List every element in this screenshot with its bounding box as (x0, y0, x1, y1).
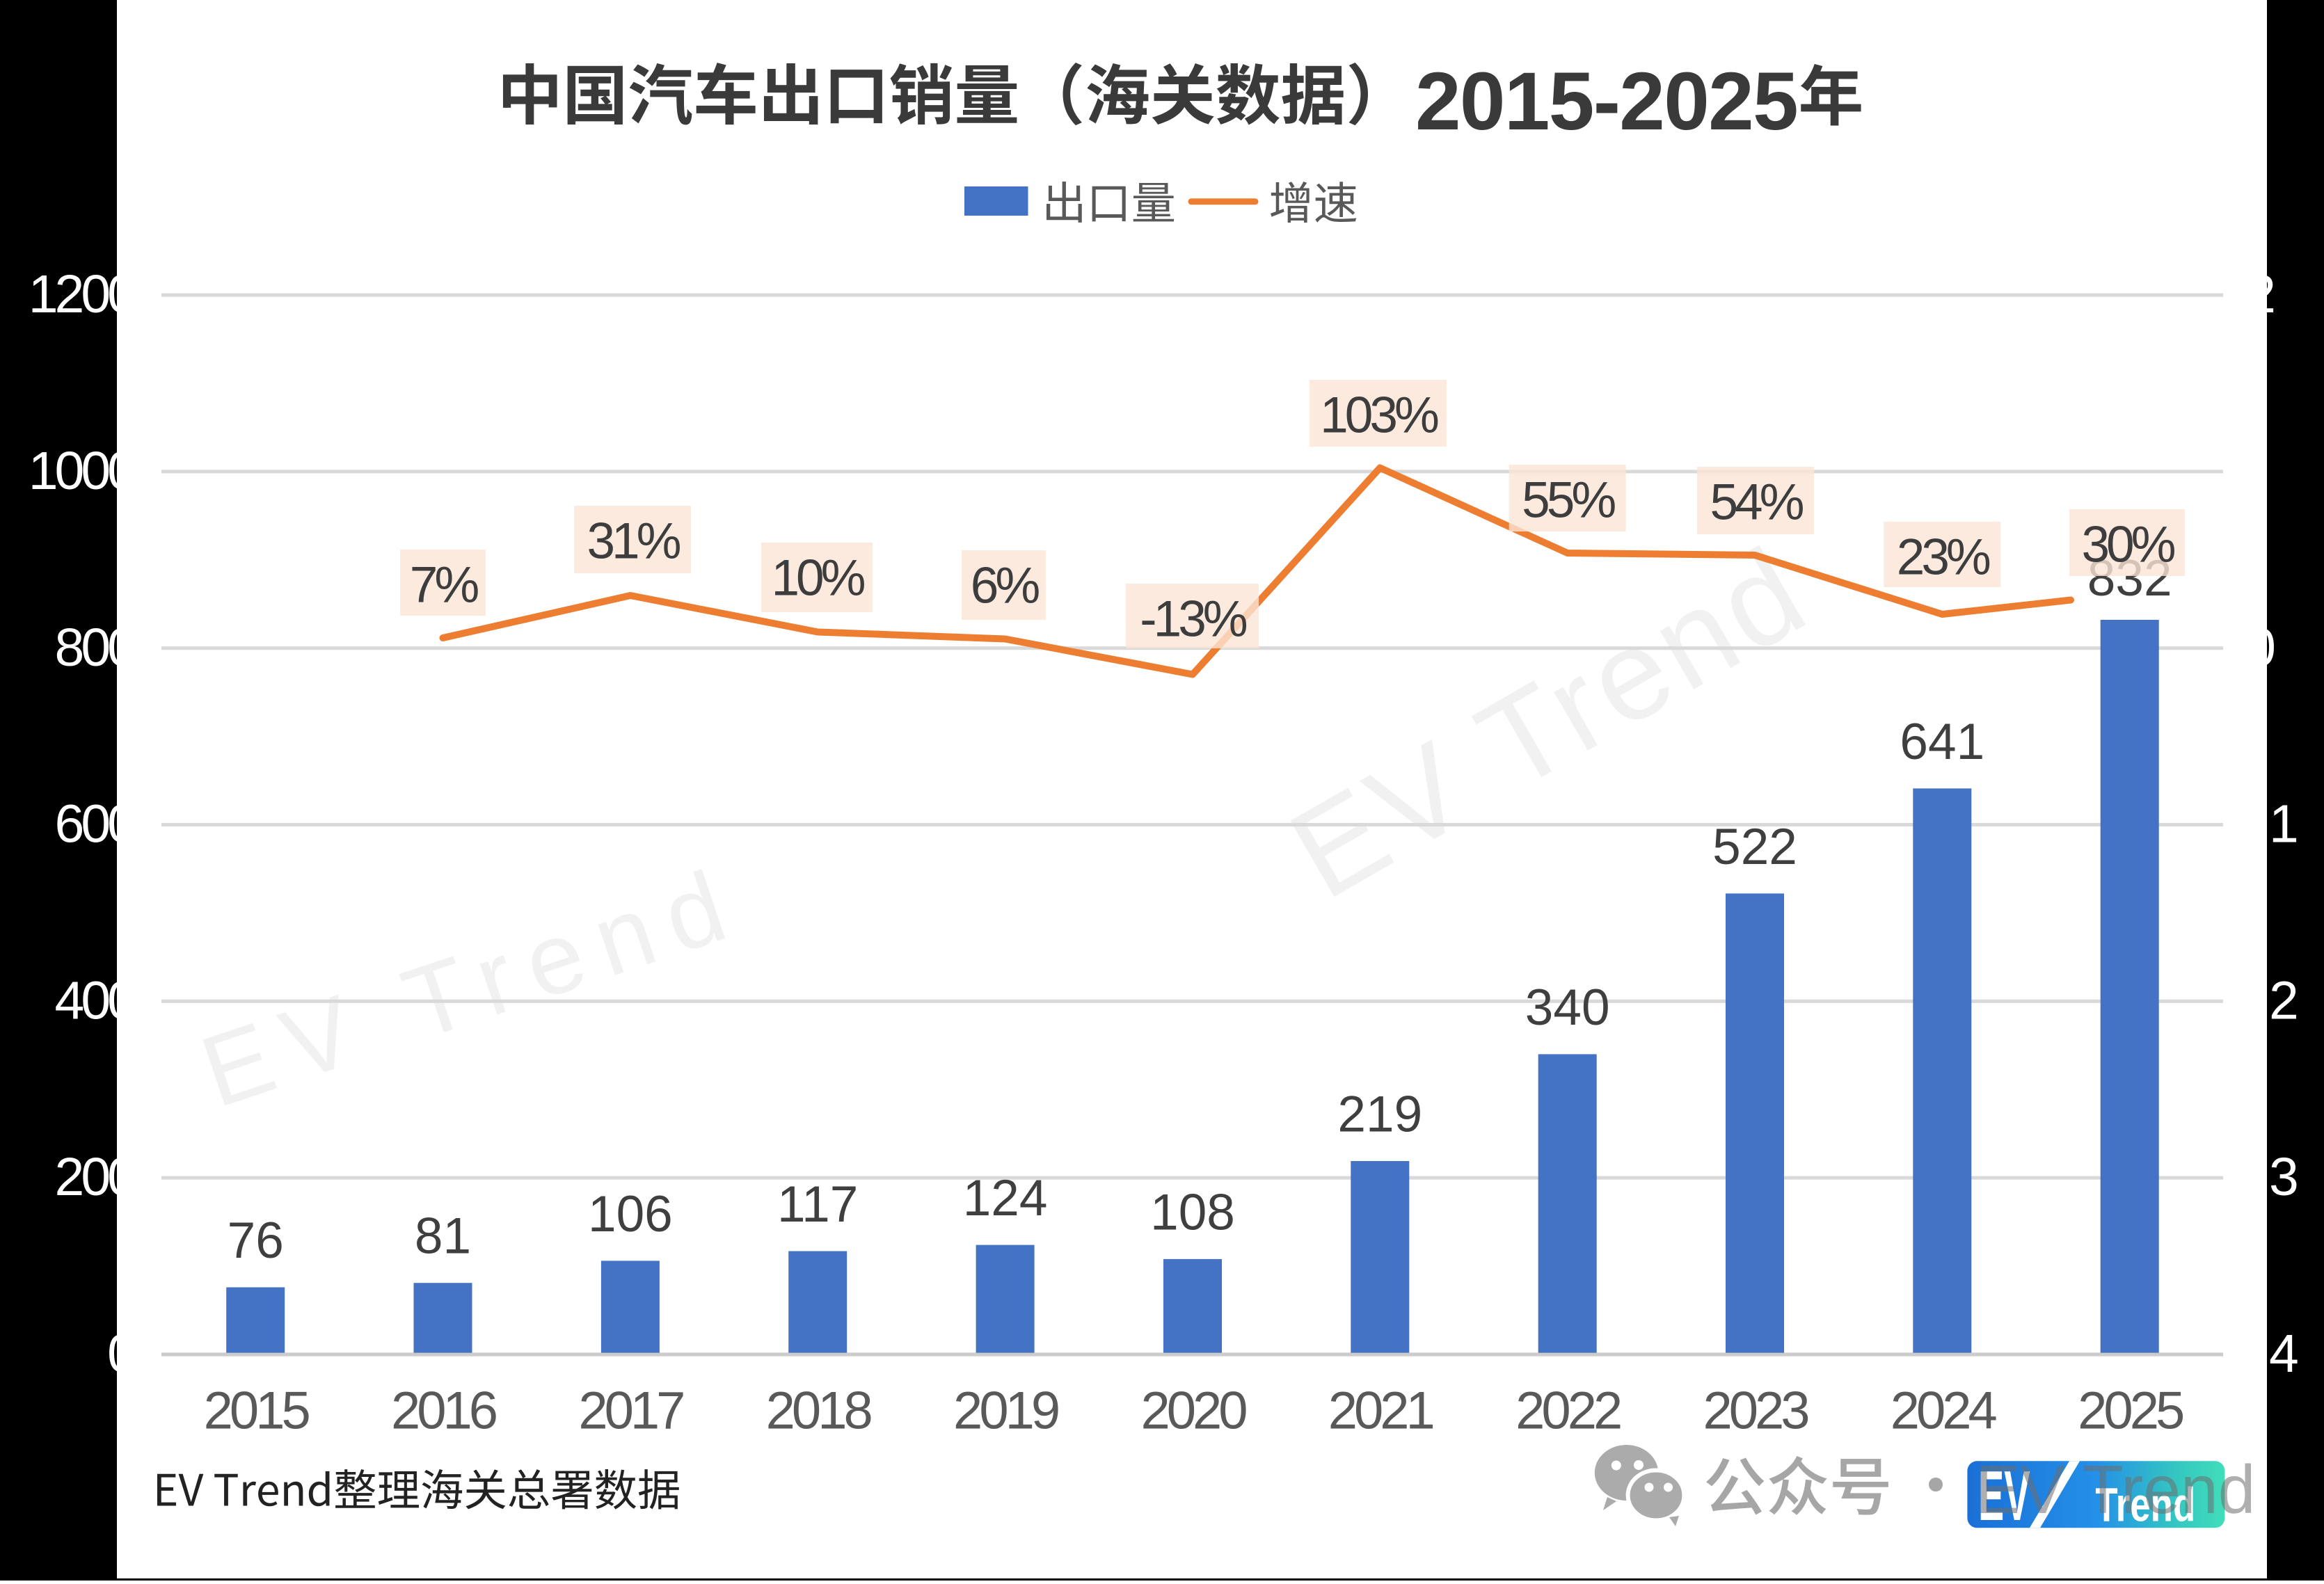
svg-text:3: 3 (2269, 1147, 2299, 1207)
svg-text:2017: 2017 (578, 1382, 683, 1441)
svg-text:2023: 2023 (1703, 1382, 1808, 1441)
svg-text:2018: 2018 (766, 1382, 871, 1441)
svg-text:641: 641 (1900, 714, 1984, 770)
svg-text:1000: 1000 (29, 441, 135, 501)
svg-text:340: 340 (1525, 979, 1610, 1036)
svg-text:81: 81 (415, 1208, 471, 1265)
svg-text:2022: 2022 (1515, 1382, 1621, 1441)
svg-text:4: 4 (2269, 1324, 2299, 1384)
svg-text:7%: 7% (410, 557, 479, 614)
svg-text:1200: 1200 (29, 264, 135, 324)
svg-text:522: 522 (1712, 819, 1797, 875)
svg-text:106: 106 (588, 1186, 673, 1242)
svg-text:0: 0 (2246, 618, 2276, 678)
svg-text:400: 400 (55, 970, 136, 1030)
svg-text:1: 1 (2269, 794, 2299, 854)
svg-text:2024: 2024 (1891, 1382, 1997, 1441)
svg-text:-13%: -13% (1140, 591, 1247, 648)
svg-text:30%: 30% (2081, 517, 2174, 573)
svg-text:103%: 103% (1320, 387, 1438, 444)
svg-text:2: 2 (2269, 970, 2299, 1030)
svg-text:2021: 2021 (1328, 1382, 1433, 1441)
svg-text:2020: 2020 (1140, 1382, 1246, 1441)
svg-text:55%: 55% (1522, 472, 1615, 529)
svg-text:2025: 2025 (2078, 1382, 2183, 1441)
svg-text:2015: 2015 (204, 1382, 310, 1441)
svg-text:6%: 6% (971, 558, 1040, 614)
svg-text:10%: 10% (771, 550, 864, 607)
svg-text:EV: EV (1978, 1457, 2030, 1536)
svg-text:117: 117 (777, 1176, 858, 1233)
svg-text:124: 124 (963, 1170, 1048, 1226)
svg-text:219: 219 (1337, 1087, 1422, 1143)
svg-text:2: 2 (2246, 264, 2276, 324)
svg-text:2019: 2019 (953, 1382, 1058, 1441)
svg-text:108: 108 (1150, 1184, 1235, 1240)
svg-text:200: 200 (55, 1147, 136, 1207)
svg-text:23%: 23% (1897, 529, 1990, 586)
svg-text:EV Trend: EV Trend (1975, 1451, 2256, 1528)
svg-text:2015-2025: 2015-2025 (1415, 56, 1797, 147)
svg-text:800: 800 (55, 618, 136, 678)
svg-text:2016: 2016 (391, 1382, 496, 1441)
svg-text:Trend: Trend (2095, 1478, 2195, 1531)
svg-text:76: 76 (228, 1213, 284, 1269)
svg-text:54%: 54% (1710, 474, 1803, 531)
svg-text:31%: 31% (587, 513, 680, 570)
svg-text:0: 0 (107, 1324, 135, 1384)
svg-text:600: 600 (55, 794, 136, 854)
